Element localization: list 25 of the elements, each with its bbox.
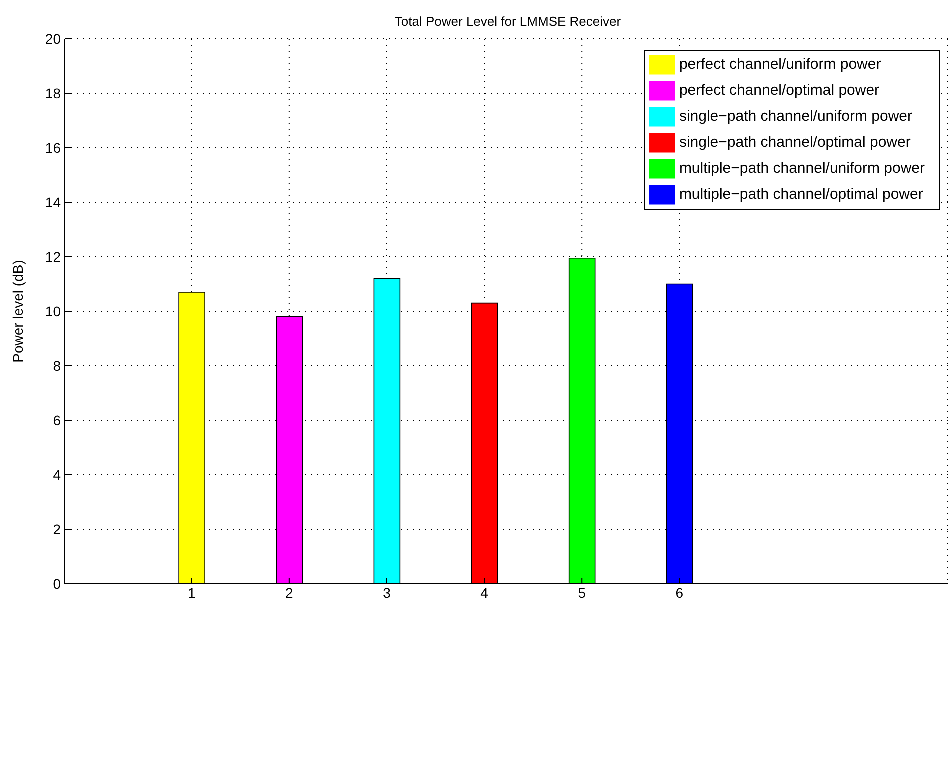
x-tick-label: 5 — [578, 584, 586, 601]
y-tick-label: 4 — [53, 466, 62, 483]
y-tick-label: 2 — [53, 521, 62, 538]
y-axis-title: Power level (dB) — [10, 260, 26, 363]
x-tick-label: 1 — [188, 584, 196, 601]
legend-label: perfect channel/uniform power — [679, 56, 882, 73]
legend-label: single−path channel/optimal power — [679, 134, 911, 151]
legend-label: perfect channel/optimal power — [679, 82, 880, 99]
y-tick-label: 10 — [45, 303, 62, 320]
y-tick-label: 6 — [53, 412, 62, 428]
y-tick-label: 20 — [45, 30, 62, 47]
x-tick-label: 3 — [383, 584, 392, 601]
legend-label: multiple−path channel/optimal power — [679, 186, 924, 203]
x-tick-label: 4 — [480, 584, 489, 601]
x-tick-label: 6 — [676, 584, 684, 601]
legend-label: single−path channel/uniform power — [679, 108, 913, 125]
chart-title: Total Power Level for LMMSE Receiver — [394, 14, 622, 29]
y-tick-label: 12 — [45, 248, 62, 265]
y-tick-label: 8 — [53, 358, 62, 374]
y-tick-label: 16 — [45, 140, 62, 156]
x-tick-label: 2 — [286, 584, 294, 601]
y-tick-label: 18 — [45, 85, 62, 102]
y-tick-label: 14 — [45, 194, 62, 210]
y-tick-label: 0 — [53, 576, 62, 592]
legend-label: multiple−path channel/uniform power — [679, 160, 925, 177]
